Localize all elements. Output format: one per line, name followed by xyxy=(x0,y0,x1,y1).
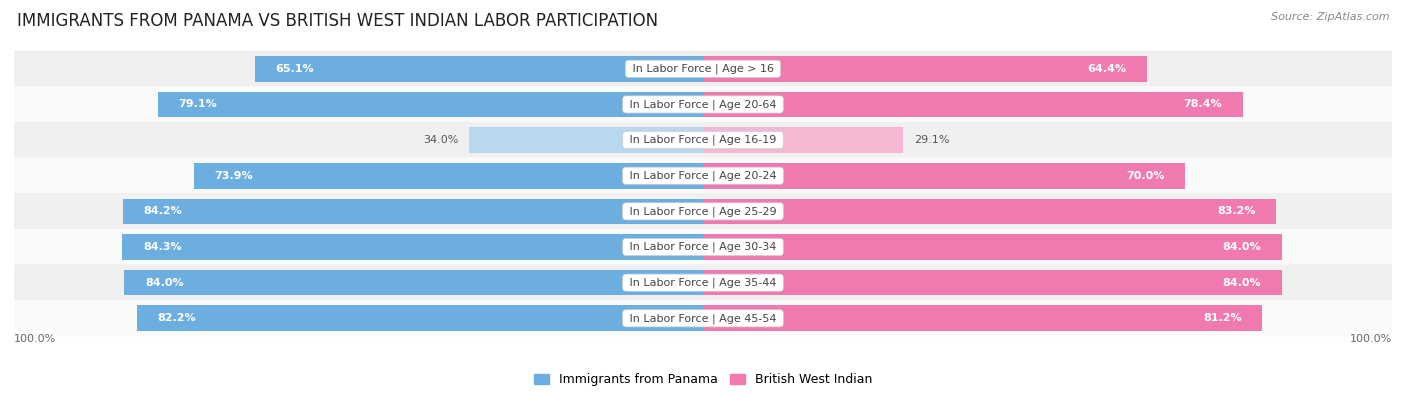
Bar xyxy=(703,163,1185,188)
Text: In Labor Force | Age 45-54: In Labor Force | Age 45-54 xyxy=(626,313,780,324)
Bar xyxy=(703,234,1282,260)
Bar xyxy=(254,56,703,82)
Text: IMMIGRANTS FROM PANAMA VS BRITISH WEST INDIAN LABOR PARTICIPATION: IMMIGRANTS FROM PANAMA VS BRITISH WEST I… xyxy=(17,12,658,30)
Bar xyxy=(703,305,1263,331)
Text: 84.0%: 84.0% xyxy=(145,278,184,288)
Text: 64.4%: 64.4% xyxy=(1087,64,1126,74)
Text: 82.2%: 82.2% xyxy=(157,313,195,324)
Text: 83.2%: 83.2% xyxy=(1218,206,1256,216)
Text: In Labor Force | Age 16-19: In Labor Force | Age 16-19 xyxy=(626,135,780,145)
Text: 100.0%: 100.0% xyxy=(14,334,56,344)
Legend: Immigrants from Panama, British West Indian: Immigrants from Panama, British West Ind… xyxy=(534,373,872,386)
FancyBboxPatch shape xyxy=(14,122,1392,158)
FancyBboxPatch shape xyxy=(14,229,1392,265)
Text: 84.3%: 84.3% xyxy=(143,242,181,252)
Bar xyxy=(703,56,1147,82)
Bar xyxy=(122,199,703,224)
Text: In Labor Force | Age 25-29: In Labor Force | Age 25-29 xyxy=(626,206,780,216)
FancyBboxPatch shape xyxy=(14,158,1392,194)
Text: In Labor Force | Age > 16: In Labor Force | Age > 16 xyxy=(628,64,778,74)
Bar xyxy=(136,305,703,331)
Text: 84.2%: 84.2% xyxy=(143,206,183,216)
Text: 100.0%: 100.0% xyxy=(1350,334,1392,344)
FancyBboxPatch shape xyxy=(14,86,1392,122)
Text: 34.0%: 34.0% xyxy=(423,135,458,145)
Bar xyxy=(157,92,703,117)
Text: 81.2%: 81.2% xyxy=(1204,313,1241,324)
Bar xyxy=(194,163,703,188)
Text: 70.0%: 70.0% xyxy=(1126,171,1164,181)
FancyBboxPatch shape xyxy=(14,193,1392,229)
Text: 79.1%: 79.1% xyxy=(179,100,218,109)
Bar xyxy=(703,92,1243,117)
FancyBboxPatch shape xyxy=(14,51,1392,87)
Text: In Labor Force | Age 30-34: In Labor Force | Age 30-34 xyxy=(626,242,780,252)
Text: In Labor Force | Age 35-44: In Labor Force | Age 35-44 xyxy=(626,277,780,288)
Text: 29.1%: 29.1% xyxy=(914,135,949,145)
Text: 84.0%: 84.0% xyxy=(1222,278,1261,288)
Bar xyxy=(122,234,703,260)
Bar xyxy=(703,199,1277,224)
Bar xyxy=(468,127,703,153)
Text: 84.0%: 84.0% xyxy=(1222,242,1261,252)
FancyBboxPatch shape xyxy=(14,300,1392,337)
Text: In Labor Force | Age 20-64: In Labor Force | Age 20-64 xyxy=(626,99,780,110)
Bar xyxy=(703,127,904,153)
Text: Source: ZipAtlas.com: Source: ZipAtlas.com xyxy=(1271,12,1389,22)
Bar xyxy=(124,270,703,295)
Text: 65.1%: 65.1% xyxy=(276,64,314,74)
Text: 73.9%: 73.9% xyxy=(215,171,253,181)
Text: In Labor Force | Age 20-24: In Labor Force | Age 20-24 xyxy=(626,171,780,181)
Bar xyxy=(703,270,1282,295)
Text: 78.4%: 78.4% xyxy=(1184,100,1222,109)
FancyBboxPatch shape xyxy=(14,265,1392,301)
